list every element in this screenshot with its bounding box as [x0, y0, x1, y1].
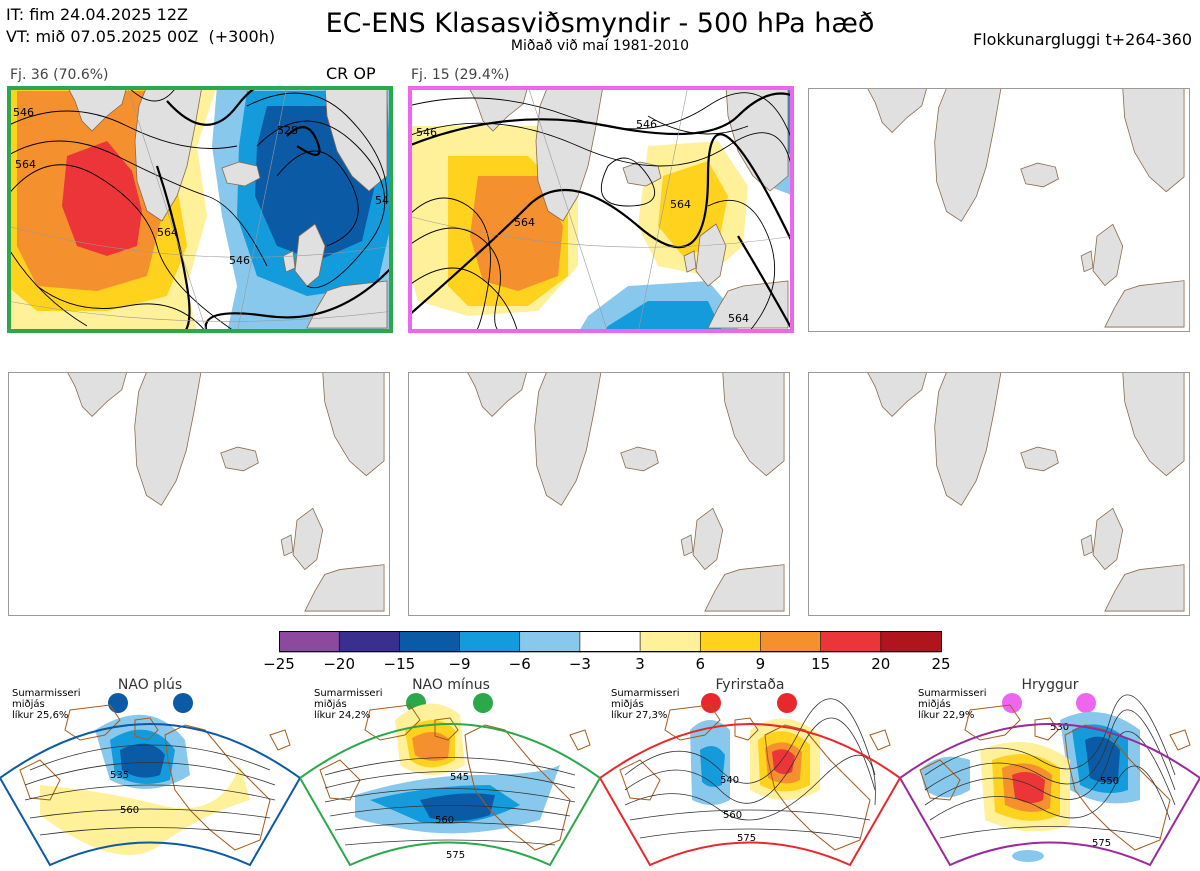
valid-time: VT: mið 07.05.2025 00Z (+300h)	[6, 27, 276, 46]
contour-label: 535	[110, 770, 129, 781]
page-subtitle: Miðað við maí 1981-2010	[510, 38, 690, 54]
contour-label: 550	[1100, 776, 1119, 787]
page-title: EC-ENS Klasasviðsmyndir - 500 hPa hæð	[325, 8, 875, 39]
contour-label: 564	[670, 198, 691, 211]
contour-label: 546	[375, 194, 393, 207]
contour-label: 560	[120, 805, 139, 816]
colorbar-tick-label: 15	[811, 655, 831, 673]
contour-label: 575	[446, 850, 465, 861]
colorbar-cell	[760, 631, 822, 653]
colorbar-tick-label: 25	[931, 655, 951, 673]
contour-label: 560	[435, 815, 454, 826]
colorbar-cell	[579, 631, 641, 653]
colorbar-tick-label: 6	[695, 655, 706, 673]
contour-label: 575	[1092, 838, 1111, 849]
colorbar-tick-label: −20	[323, 655, 355, 673]
colorbar-cell	[279, 631, 340, 653]
colorbar-cell	[699, 631, 762, 653]
cluster-map-2: 546 564 546 564 564	[408, 86, 794, 333]
contour-label: 546	[13, 106, 34, 119]
regime-marker-icon	[108, 693, 128, 713]
contour-label: 545	[450, 772, 469, 783]
panel-1-label: Fj. 36 (70.6%)	[10, 67, 109, 83]
regime-marker-icon	[1076, 693, 1096, 713]
regime-info-ridge: Sumarmisseri miðjás líkur 22,9%	[918, 688, 987, 721]
contour-label: 540	[720, 775, 739, 786]
regime-map-nao-minus: 545 560 575	[300, 693, 600, 867]
regime-map-blocking: 540 560 575	[600, 693, 900, 867]
regime-info-nao-minus: Sumarmisseri miðjás líkur 24,2%	[314, 688, 383, 721]
regime-marker-icon	[701, 693, 721, 713]
regime-marker-icon	[777, 693, 797, 713]
colorbar-cell	[880, 631, 942, 653]
contour-label: 564	[728, 312, 749, 325]
contour-label: 564	[157, 226, 178, 239]
regime-title-ridge: Hryggur	[1021, 677, 1079, 693]
colorbar-tick-label: −15	[383, 655, 416, 673]
cluster-map-1: 546 528 564 546 546 564	[7, 86, 393, 333]
colorbar-cell	[820, 631, 882, 653]
regime-info-nao-plus: Sumarmisseri miðjás líkur 25,6%	[12, 688, 81, 721]
issue-time: IT: fim 24.04.2025 12Z	[6, 5, 188, 24]
colorbar-tick-label: −25	[263, 655, 295, 673]
regime-map-nao-plus: 535 560	[0, 693, 300, 867]
regime-title-nao-minus: NAO mínus	[412, 677, 490, 693]
colorbar-cell	[338, 631, 401, 653]
colorbar-tick-label: −9	[448, 655, 471, 673]
contour-label: 560	[723, 810, 742, 821]
regime-marker-icon	[1002, 693, 1022, 713]
panel-2-label: Fj. 15 (29.4%)	[411, 67, 510, 83]
regime-marker-icon	[173, 693, 193, 713]
cluster-map-5	[408, 372, 790, 616]
colorbar-tick-label: −6	[508, 655, 531, 673]
contour-label: 546	[416, 126, 437, 139]
contour-label: 530	[1050, 722, 1069, 733]
colorbar-cell	[459, 631, 521, 653]
colorbar-tick-label: 9	[755, 655, 766, 673]
regime-marker-icon	[473, 693, 493, 713]
contour-label: 546	[636, 118, 657, 131]
colorbar-tick-label: 20	[871, 655, 891, 673]
contour-label: 564	[15, 158, 36, 171]
colorbar	[279, 631, 942, 653]
colorbar-cell	[399, 631, 461, 653]
cluster-map-4	[8, 372, 390, 616]
classification-window: Flokkunargluggi t+264-360	[973, 30, 1192, 49]
contour-label: 575	[737, 833, 756, 844]
cluster-map-3	[808, 88, 1190, 332]
regime-title-nao-plus: NAO plús	[117, 677, 183, 693]
contour-label: 564	[514, 216, 535, 229]
contour-label: 546	[229, 254, 250, 267]
regime-map-ridge: 530 550 575	[900, 693, 1200, 867]
colorbar-tick-label: −3	[568, 655, 591, 673]
regime-title-blocking: Fyrirstaða	[715, 677, 785, 693]
panel-1-tag: CR OP	[326, 64, 376, 83]
colorbar-cell	[519, 631, 581, 653]
colorbar-cell	[639, 631, 702, 653]
colorbar-tick-label: 3	[635, 655, 645, 673]
contour-label: 528	[277, 124, 298, 137]
cluster-map-6	[808, 372, 1190, 616]
regime-info-blocking: Sumarmisseri miðjás líkur 27,3%	[611, 688, 680, 721]
